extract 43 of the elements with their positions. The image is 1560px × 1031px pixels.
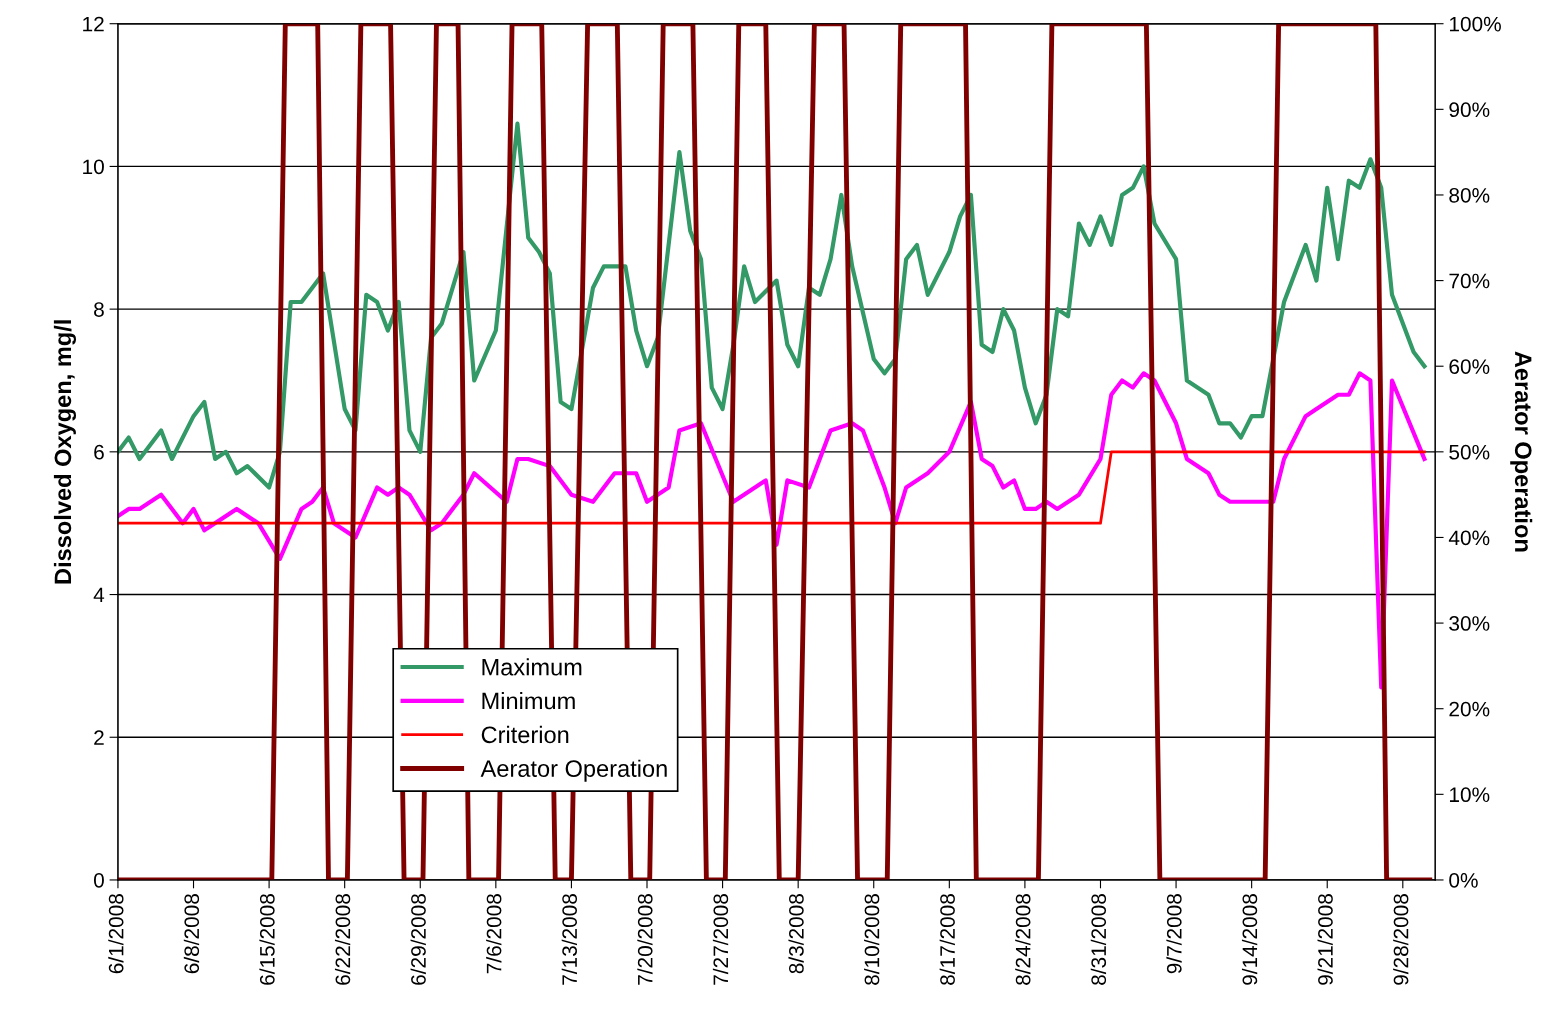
x-tick-label: 9/7/2008 [1166, 894, 1182, 974]
y2-tick-label: 10% [1449, 787, 1490, 803]
y-tick-label: 4 [93, 587, 105, 603]
legend-label: Criterion [481, 725, 569, 744]
x-tick-label: 8/31/2008 [1090, 894, 1107, 985]
y-tick-label: 10 [83, 159, 104, 175]
x-tick-label: 9/14/2008 [1241, 894, 1258, 985]
x-tick-label: 6/8/2008 [183, 894, 200, 974]
y-tick-label: 8 [94, 302, 104, 317]
y2-tick-label: 100% [1449, 16, 1501, 32]
y2-tick-label: 50% [1449, 444, 1490, 460]
x-tick-label: 9/21/2008 [1317, 894, 1333, 985]
x-tick-label: 7/13/2008 [561, 894, 578, 985]
x-tick-label: 6/22/2008 [334, 894, 351, 985]
x-tick-label: 7/27/2008 [712, 894, 729, 985]
y2-tick-label: 90% [1449, 102, 1490, 118]
x-tick-label: 8/3/2008 [788, 894, 804, 974]
y-axis-title: Dissolved Oxygen, mg/l [53, 320, 77, 584]
x-tick-label: 6/29/2008 [410, 894, 426, 985]
x-tick-label: 8/10/2008 [864, 894, 880, 985]
line-series [117, 121, 1427, 490]
legend-label: Aerator Operation [480, 759, 667, 782]
y2-tick-label: 20% [1449, 701, 1490, 717]
y2-tick-label: 0% [1449, 872, 1478, 888]
x-tick-label: 6/15/2008 [259, 894, 275, 985]
x-tick-label: 8/24/2008 [1015, 894, 1031, 985]
y2-tick-label: 40% [1448, 530, 1490, 546]
y-tick-label: 0 [93, 872, 104, 888]
x-tick-label: 7/20/2008 [637, 894, 653, 985]
y2-tick-label: 30% [1449, 616, 1490, 631]
legend-label: Minimum [482, 692, 575, 710]
x-tick-label: 7/6/2008 [486, 894, 502, 974]
y2-axis-title: Aerator Operation [1510, 351, 1533, 552]
y2-tick-label: 60% [1449, 359, 1490, 374]
y2-tick-label: 70% [1449, 273, 1490, 289]
legend-label: Maximum [482, 658, 582, 676]
y2-tick-label: 80% [1449, 187, 1490, 203]
y-tick-label: 2 [94, 730, 104, 745]
x-tick-label: 6/1/2008 [108, 894, 124, 974]
y-tick-label: 6 [94, 444, 104, 460]
y-tick-label: 12 [83, 16, 104, 32]
x-tick-label: 8/17/2008 [939, 894, 955, 985]
x-tick-label: 9/28/2008 [1393, 894, 1409, 985]
